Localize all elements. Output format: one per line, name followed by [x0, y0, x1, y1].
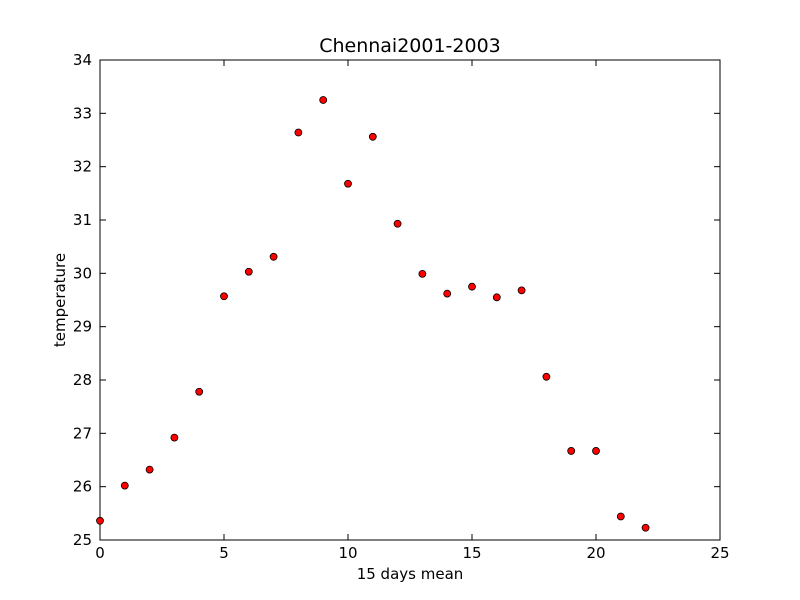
- y-tick-label: 28: [73, 371, 92, 389]
- data-point: [492, 293, 501, 302]
- plot-frame: [99, 59, 721, 541]
- x-tick-label: 0: [95, 544, 105, 562]
- x-axis-label: 15 days mean: [357, 565, 464, 583]
- y-tick-label: 29: [73, 318, 92, 336]
- y-tick-label: 26: [73, 478, 92, 496]
- chart-title: Chennai2001-2003: [319, 35, 501, 57]
- x-tick-label: 5: [219, 544, 229, 562]
- plot-area: 0 5 10 15 20 25 25 26 27 28 29 30 31 32 33 34: [73, 51, 730, 562]
- y-tick-label: 31: [73, 211, 92, 229]
- y-tick-label: 33: [73, 104, 92, 122]
- y-axis-ticks: 25 26 27 28 29 30 31 32 33 34: [73, 51, 720, 549]
- x-axis-ticks: 0 5 10 15 20 25: [95, 60, 730, 562]
- x-tick-label: 25: [710, 544, 729, 562]
- data-point: [96, 516, 104, 525]
- data-point: [542, 372, 551, 381]
- data-point: [592, 447, 600, 455]
- x-tick-label: 15: [462, 544, 481, 562]
- data-point: [641, 523, 650, 532]
- data-points: [96, 96, 650, 532]
- data-point: [567, 447, 576, 455]
- y-tick-label: 32: [73, 158, 92, 176]
- y-tick-label: 25: [73, 531, 92, 549]
- data-point: [368, 132, 377, 141]
- data-point: [294, 128, 303, 137]
- data-point: [145, 465, 154, 474]
- data-point: [344, 179, 352, 188]
- x-tick-label: 10: [338, 544, 357, 562]
- data-point: [269, 252, 278, 261]
- y-tick-label: 27: [73, 424, 92, 442]
- y-tick-label: 34: [73, 51, 92, 69]
- data-point: [393, 219, 402, 228]
- data-point: [244, 267, 253, 276]
- data-point: [220, 292, 228, 301]
- data-point: [195, 387, 204, 396]
- x-tick-label: 20: [586, 544, 605, 562]
- y-axis-label: temperature: [51, 253, 69, 347]
- data-point: [443, 289, 452, 298]
- data-point: [418, 269, 427, 278]
- y-tick-label: 30: [73, 264, 92, 282]
- data-point: [319, 96, 328, 104]
- data-point: [120, 481, 129, 490]
- data-point: [170, 433, 179, 442]
- data-point: [616, 512, 625, 521]
- data-point: [517, 286, 526, 295]
- data-point: [468, 282, 476, 291]
